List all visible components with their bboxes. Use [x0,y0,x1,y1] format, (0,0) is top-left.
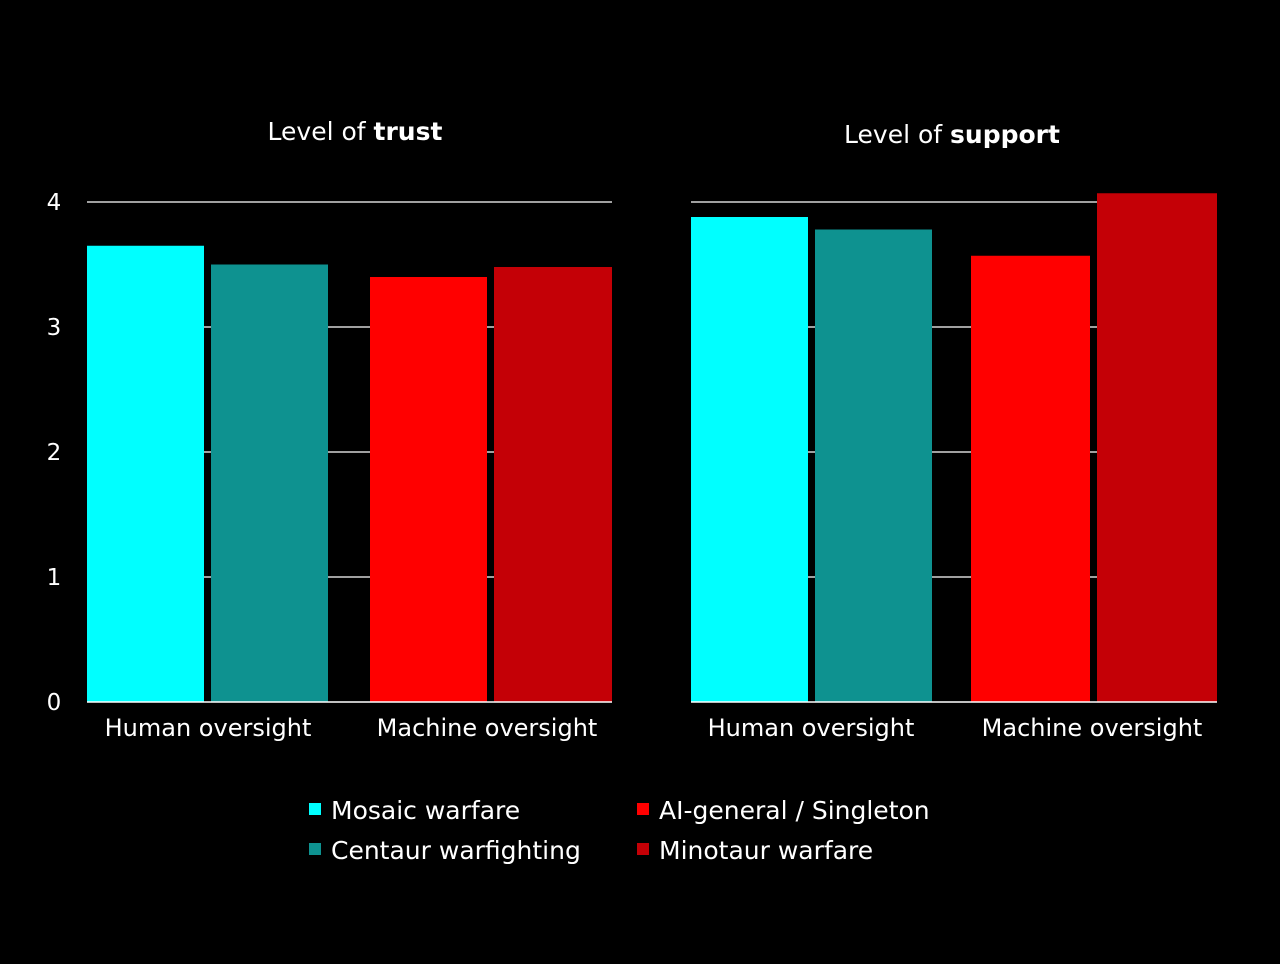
bar-ai-general-singleton [971,255,1090,702]
bar-mosaic-warfare [87,245,204,702]
y-tick-label: 2 [47,440,62,466]
bar-centaur-warfighting [211,264,328,702]
y-tick-label: 3 [47,315,62,341]
legend-swatch [637,843,649,855]
chart-title-prefix: Level of [844,120,950,149]
x-category-label: Human oversight [105,714,312,742]
chart-title: Level of trust [268,117,443,146]
y-tick-label: 1 [47,565,62,591]
x-category-label: Machine oversight [377,714,598,742]
y-tick-label: 4 [47,190,62,216]
bar-minotaur-warfare [1097,193,1217,702]
chart-title-emphasis: trust [374,117,443,146]
legend-label: AI-general / Singleton [659,796,930,825]
bar-ai-general-singleton [370,277,487,702]
chart-title-prefix: Level of [268,117,374,146]
legend-label: Minotaur warfare [659,836,873,865]
x-category-label: Human oversight [708,714,915,742]
x-category-label: Machine oversight [982,714,1203,742]
y-tick-label: 0 [47,690,62,716]
legend-label: Centaur warfighting [331,836,581,865]
legend-swatch [309,843,321,855]
chart-title-emphasis: support [950,120,1060,149]
legend-swatch [309,803,321,815]
bar-minotaur-warfare [494,267,612,702]
legend-label: Mosaic warfare [331,796,520,825]
bar-centaur-warfighting [815,229,932,702]
bar-mosaic-warfare [691,217,808,702]
chart-panel-support: Level of support Human oversight Machine o… [691,120,1217,742]
chart-title: Level of support [844,120,1060,149]
legend-swatch [637,803,649,815]
legend: Mosaic warfare AI-general / Singleton Cent… [309,796,930,865]
chart-panel-trust: Level of trust 0 1 2 3 4 Human oversight Machin… [47,117,612,742]
